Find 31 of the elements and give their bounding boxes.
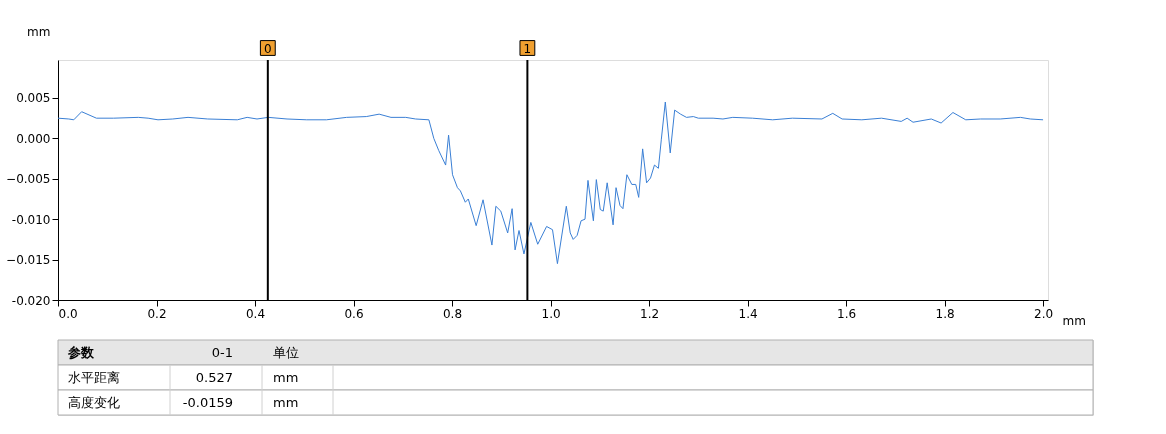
y-tick-label: 0.005 <box>16 91 51 106</box>
text: mm <box>273 394 299 410</box>
y-tick-label: -0.020 <box>11 293 51 308</box>
text: 高度变化 <box>68 394 120 410</box>
x-tick-label: 2.0 <box>1034 306 1054 321</box>
y-tick-label: −0.005 <box>6 172 51 187</box>
x-tick-label: 1.6 <box>837 306 857 321</box>
x-tick-label: 0.6 <box>344 306 364 321</box>
x-tick-label: 0.4 <box>245 306 266 321</box>
x-tick-label: 0.8 <box>442 306 463 321</box>
y-tick-label: -0.010 <box>11 212 51 227</box>
text: mm <box>273 369 299 385</box>
ref-line-label: 0 <box>264 42 272 56</box>
x-tick-label: 1.4 <box>738 306 758 321</box>
x-tick-label: 1.0 <box>541 306 561 321</box>
x-tick-label: 0.2 <box>147 306 167 321</box>
text: 参数 <box>67 344 95 360</box>
x-tick-label: 1.8 <box>935 306 955 321</box>
x-tick-label: 1.2 <box>640 306 660 321</box>
y-tick-label: 0.000 <box>16 131 51 146</box>
ref-line-label: 1 <box>523 42 532 56</box>
text: 0.527 <box>195 369 233 385</box>
text: -0.0159 <box>182 394 233 410</box>
y-axis-title: mm <box>27 24 51 39</box>
text: 水平距离 <box>68 369 120 385</box>
y-tick-label: −0.015 <box>6 253 51 268</box>
x-tick-label: 0.0 <box>58 306 78 321</box>
text: 单位 <box>273 344 299 360</box>
x-axis-title: mm <box>1062 313 1086 328</box>
line-series <box>57 101 1044 265</box>
text: 0-1 <box>211 344 233 360</box>
